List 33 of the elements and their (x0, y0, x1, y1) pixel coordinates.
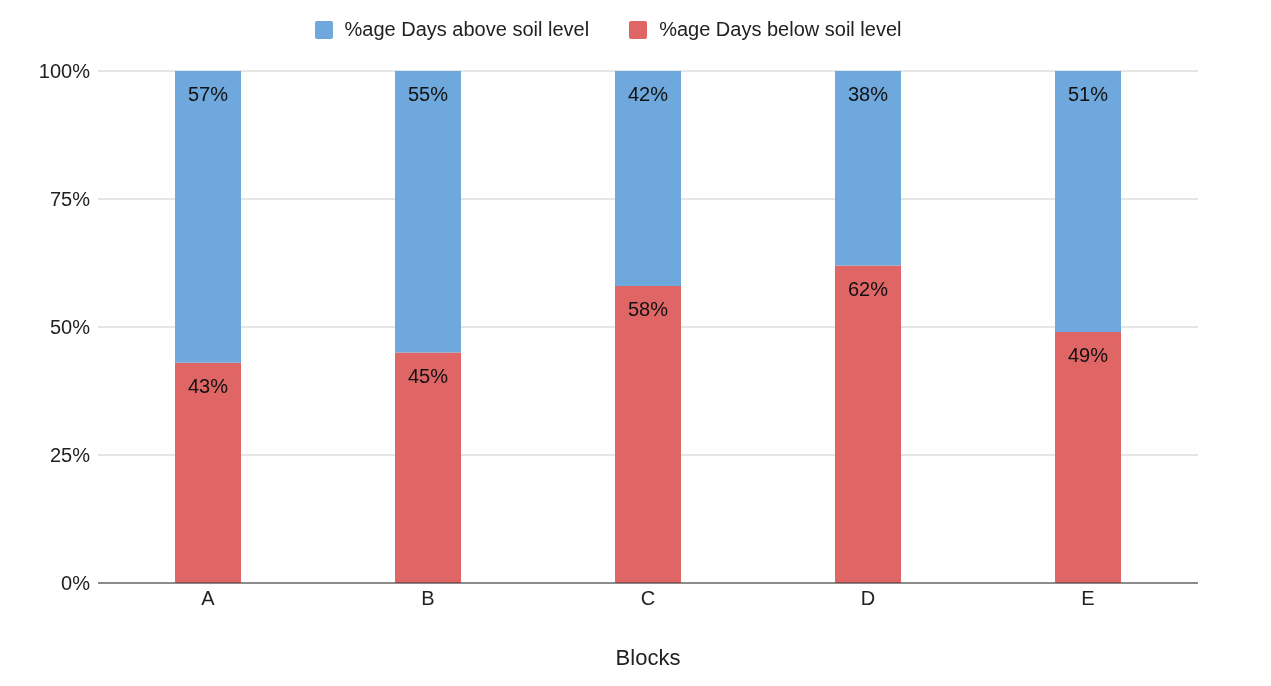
x-tick-label: E (1081, 587, 1095, 610)
bar (1055, 71, 1121, 333)
bar (175, 362, 241, 583)
y-tick-label: 75% (49, 188, 91, 211)
data-label: 57% (187, 83, 229, 105)
data-label: 43% (187, 374, 229, 397)
x-tick-label: B (421, 587, 435, 610)
legend-label: %age Days above soil level (344, 18, 590, 41)
y-tick-label: 100% (38, 60, 91, 83)
bar (615, 71, 681, 287)
data-label: 38% (847, 83, 889, 105)
x-tick-label: A (201, 587, 216, 610)
bar (175, 71, 241, 363)
y-tick-label: 50% (49, 316, 91, 339)
data-label: 42% (627, 83, 669, 105)
data-label: 49% (1067, 344, 1109, 367)
x-axis-title: Blocks (615, 645, 681, 670)
data-label: 45% (407, 364, 449, 387)
data-label: 55% (407, 83, 449, 105)
bar (835, 71, 901, 266)
bar (395, 71, 461, 353)
x-tick-label: D (860, 587, 876, 610)
y-tick-label: 25% (49, 444, 91, 467)
data-label: 58% (627, 298, 669, 321)
bar (395, 352, 461, 583)
data-label: 51% (1067, 83, 1109, 105)
legend-label: %age Days below soil level (659, 18, 902, 41)
bar (1055, 332, 1121, 583)
x-tick-label: C (640, 587, 656, 610)
data-label: 62% (847, 277, 889, 300)
bar (615, 286, 681, 583)
bar (835, 265, 901, 583)
y-tick-label: 0% (61, 572, 91, 595)
